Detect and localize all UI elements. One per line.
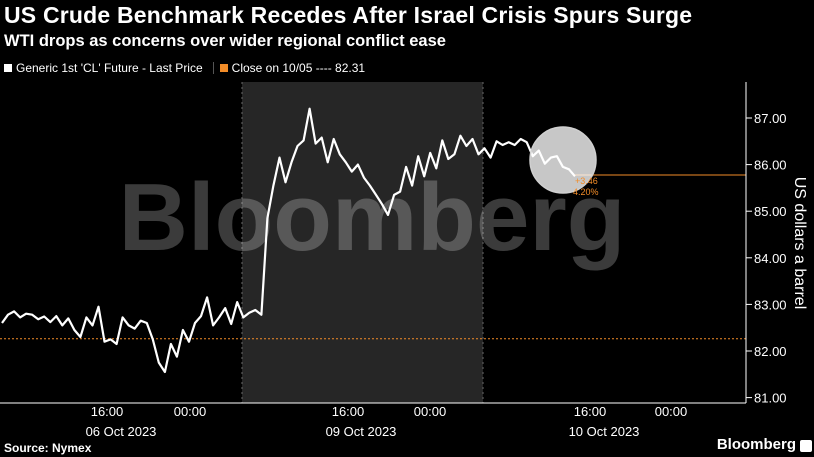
chart-title: US Crude Benchmark Recedes After Israel … — [4, 2, 693, 28]
highlight-circle — [529, 126, 597, 194]
y-tick-label: 82.00 — [754, 344, 787, 359]
source-note: Source: Nymex — [4, 441, 92, 455]
x-date-label: 06 Oct 2023 — [86, 424, 157, 439]
y-tick-label: 86.00 — [754, 158, 787, 173]
y-tick-label: 81.00 — [754, 391, 787, 406]
y-tick-label: 87.00 — [754, 111, 787, 126]
legend-separator — [212, 62, 214, 74]
y-axis-label: US dollars a barrel — [791, 177, 808, 310]
x-axis-labels: 16:00 00:00 16:00 00:00 16:00 00:00 06 Oct 202… — [86, 404, 688, 439]
legend-swatch-white — [4, 64, 12, 72]
price-series-line — [1, 107, 576, 374]
change-pct-label: 4.20% — [573, 187, 599, 197]
legend-series-label: Generic 1st 'CL' Future - Last Price — [16, 61, 203, 75]
x-date-label: 10 Oct 2023 — [569, 424, 640, 439]
y-tick-label: 83.00 — [754, 297, 787, 312]
legend-swatch-orange — [219, 64, 228, 72]
vertical-gridlines — [241, 82, 484, 403]
weekend-shade-band — [242, 82, 483, 403]
x-time-tick-label: 16:00 — [574, 404, 607, 419]
legend-item-series: Generic 1st 'CL' Future - Last Price — [4, 61, 203, 75]
legend-close-label: Close on 10/05 ---- 82.31 — [231, 61, 366, 75]
y-tick-label: 84.00 — [754, 251, 787, 266]
legend-item-close: Close on 10/05 ---- 82.31 — [219, 61, 366, 75]
legend: Generic 1st 'CL' Future - Last Price Clo… — [4, 61, 375, 75]
x-time-tick-label: 00:00 — [174, 404, 207, 419]
x-date-label: 09 Oct 2023 — [326, 424, 397, 439]
bloomberg-logo-icon — [800, 440, 812, 452]
x-time-tick-label: 00:00 — [414, 404, 447, 419]
x-time-tick-label: 16:00 — [91, 404, 124, 419]
x-time-tick-label: 00:00 — [655, 404, 688, 419]
y-axis-ticks: 87.00 86.00 85.00 84.00 83.00 82.00 81.00 — [746, 111, 787, 406]
x-time-tick-label: 16:00 — [332, 404, 365, 419]
bloomberg-logo-text: Bloomberg — [716, 436, 796, 453]
y-tick-label: 85.00 — [754, 204, 787, 219]
change-abs-label: +3.46 — [575, 176, 598, 186]
chart-subtitle: WTI drops as concerns over wider regiona… — [4, 32, 446, 50]
